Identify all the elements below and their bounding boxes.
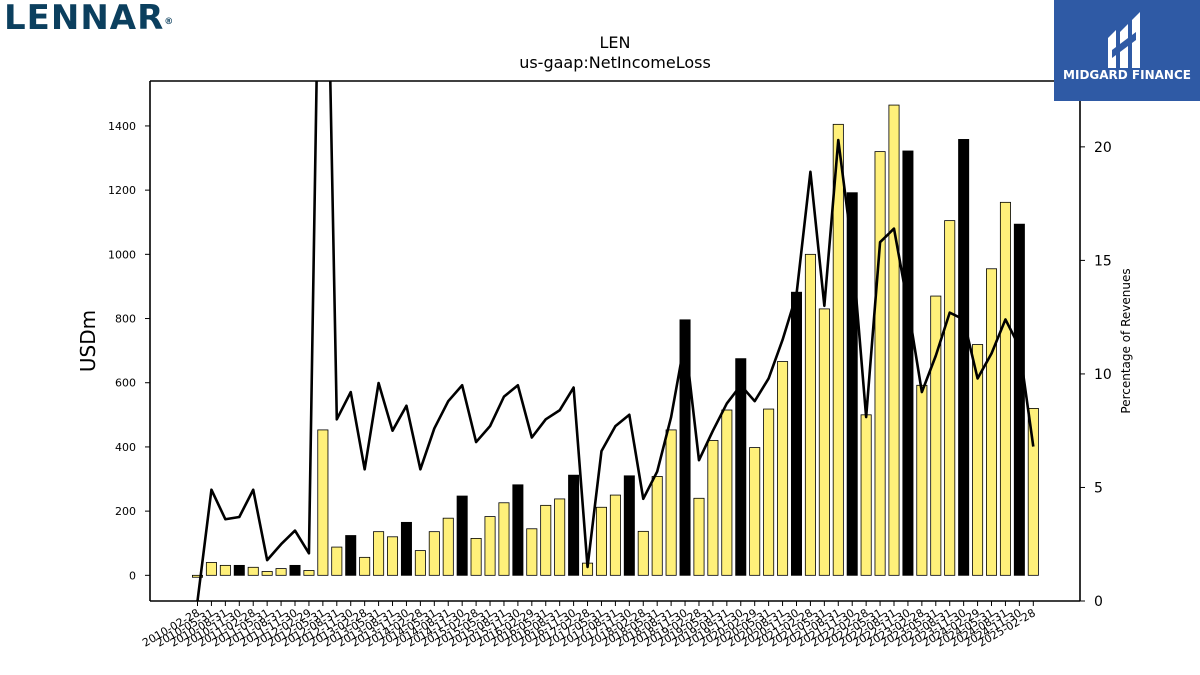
y-tick-label: 1000 bbox=[108, 248, 136, 261]
bar-quarter bbox=[317, 429, 329, 576]
bar-fiscal-year bbox=[1013, 223, 1025, 576]
bar-quarter bbox=[205, 562, 217, 576]
y-tick-label: 1200 bbox=[108, 184, 136, 197]
bar-fiscal-year bbox=[958, 139, 970, 576]
bar-quarter bbox=[749, 447, 761, 576]
bar-fiscal-year bbox=[790, 291, 802, 576]
y2-tick-label: 15 bbox=[1094, 253, 1112, 269]
bar-fiscal-year bbox=[400, 521, 412, 576]
midgard-mark-icon bbox=[1108, 12, 1140, 68]
bar-quarter bbox=[874, 151, 886, 576]
y2-tick-label: 20 bbox=[1094, 140, 1112, 156]
registered-mark: ® bbox=[164, 17, 175, 27]
bar-quarter bbox=[832, 123, 844, 576]
bar-quarter bbox=[261, 571, 273, 576]
bar-quarter bbox=[498, 502, 510, 576]
bar-quarter bbox=[484, 516, 496, 576]
bar-quarter bbox=[972, 344, 984, 576]
bar-fiscal-year bbox=[289, 564, 301, 576]
bar-fiscal-year bbox=[902, 150, 914, 576]
bar-quarter bbox=[944, 220, 956, 576]
bar-fiscal-year bbox=[846, 192, 858, 576]
bar-quarter bbox=[595, 506, 607, 576]
bar-quarter bbox=[373, 531, 385, 576]
y-tick-label: 800 bbox=[115, 313, 136, 326]
bar-fiscal-year bbox=[568, 474, 580, 576]
bar-quarter bbox=[428, 531, 440, 576]
y-tick-label: 200 bbox=[115, 505, 136, 518]
bar-fiscal-year bbox=[735, 358, 747, 576]
bar-quarter bbox=[804, 253, 816, 576]
y2-axis-label: Percentage of Revenues bbox=[1119, 268, 1133, 413]
bar-quarter bbox=[999, 201, 1011, 576]
y-tick-label: 0 bbox=[129, 569, 136, 582]
bar-quarter bbox=[275, 568, 287, 576]
bar-fiscal-year bbox=[679, 319, 691, 576]
bar-quarter bbox=[693, 497, 705, 576]
y-tick-label: 400 bbox=[115, 441, 136, 454]
bar-quarter bbox=[414, 550, 426, 576]
midgard-finance-logo: MIDGARD FINANCE bbox=[1054, 0, 1200, 101]
bar-quarter bbox=[986, 268, 998, 576]
bar-quarter bbox=[247, 566, 259, 576]
bar-quarter bbox=[387, 536, 399, 576]
midgard-brand-text: MIDGARD FINANCE bbox=[1063, 68, 1191, 82]
y-tick-label: 600 bbox=[115, 377, 136, 390]
bar-quarter bbox=[1027, 408, 1039, 576]
y2-tick-label: 0 bbox=[1094, 594, 1103, 610]
y-axis-label: USDm bbox=[76, 310, 100, 372]
bar-quarter bbox=[470, 538, 482, 576]
bar-quarter bbox=[191, 574, 203, 578]
bar-quarter bbox=[930, 295, 942, 576]
bar-quarter bbox=[777, 361, 789, 576]
y2-tick-label: 5 bbox=[1094, 480, 1103, 496]
bar-quarter bbox=[359, 556, 371, 576]
bar-quarter bbox=[721, 409, 733, 576]
bar-quarter bbox=[763, 408, 775, 576]
bar-quarter bbox=[526, 528, 538, 576]
bar-quarter bbox=[442, 517, 454, 576]
bar-quarter bbox=[219, 564, 231, 576]
bar-fiscal-year bbox=[345, 535, 357, 576]
bar-quarter bbox=[651, 476, 663, 576]
bar-fiscal-year bbox=[456, 495, 468, 576]
bar-quarter bbox=[916, 384, 928, 576]
bar-quarter bbox=[707, 440, 719, 576]
bar-fiscal-year bbox=[623, 475, 635, 576]
bar-quarter bbox=[637, 530, 649, 576]
bar-quarter bbox=[609, 494, 621, 576]
chart-title: LEN bbox=[600, 33, 631, 52]
lennar-logo: LENNAR® bbox=[4, 0, 174, 36]
bar-quarter bbox=[554, 498, 566, 576]
lennar-logo-text: LENNAR bbox=[4, 0, 165, 38]
bar-quarter bbox=[665, 429, 677, 576]
bar-quarter bbox=[331, 546, 343, 576]
bar-quarter bbox=[303, 570, 315, 576]
chart-subtitle: us-gaap:NetIncomeLoss bbox=[519, 53, 711, 72]
pct-revenue-line bbox=[196, 81, 1035, 601]
bar-quarter bbox=[540, 504, 552, 576]
y2-tick-label: 10 bbox=[1094, 367, 1112, 383]
y-tick-label: 1400 bbox=[108, 120, 136, 133]
bar-quarter bbox=[860, 414, 872, 576]
bar-fiscal-year bbox=[512, 484, 524, 576]
bar-quarter bbox=[818, 308, 830, 576]
bar-quarter bbox=[888, 104, 900, 576]
bar-fiscal-year bbox=[233, 564, 245, 576]
